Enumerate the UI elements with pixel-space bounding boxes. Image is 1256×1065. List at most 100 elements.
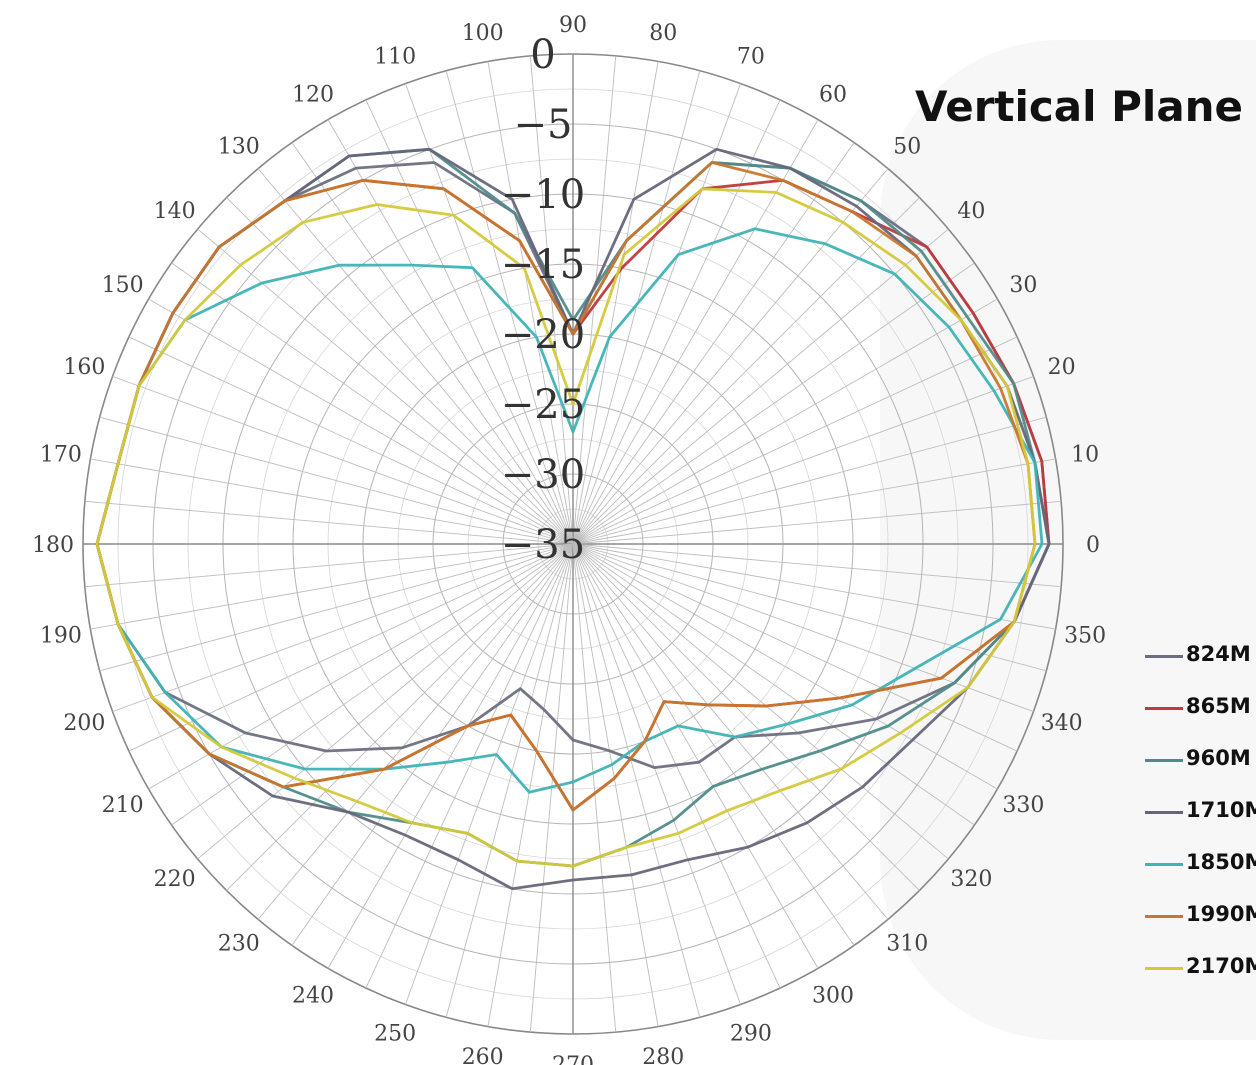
grid-spoke [572, 543, 949, 860]
grid-spoke [365, 543, 574, 989]
data-point [842, 221, 844, 223]
data-point [920, 250, 923, 253]
legend-label: 2170M [1186, 954, 1256, 978]
angle-tick-label: 20 [1048, 355, 1076, 380]
legend-swatch [1145, 707, 1183, 710]
data-point [960, 319, 962, 321]
data-point [518, 240, 521, 242]
grid-spoke [226, 543, 574, 891]
angle-tick-label: 330 [1002, 793, 1044, 818]
data-point [775, 191, 777, 193]
radial-tick-label: −30 [501, 452, 585, 498]
angle-tick-label: 230 [218, 931, 260, 956]
angle-tick-label: 310 [886, 931, 928, 956]
grid-spoke [572, 262, 975, 545]
grid-spoke [99, 416, 574, 545]
grid-spoke [257, 168, 574, 545]
data-point [726, 810, 728, 812]
grid-spoke [572, 543, 742, 1005]
angle-tick-label: 320 [950, 867, 992, 892]
data-point [272, 795, 274, 797]
data-point [172, 312, 174, 314]
grid-spoke [99, 543, 574, 672]
angle-tick-label: 120 [292, 83, 334, 108]
data-point [993, 390, 995, 392]
angle-tick-label: 30 [1009, 273, 1037, 298]
data-point [572, 739, 574, 741]
angle-tick-label: 340 [1041, 711, 1083, 736]
data-point [325, 750, 327, 752]
grid-spoke [572, 228, 949, 545]
data-point [887, 725, 889, 727]
data-point [1013, 621, 1015, 623]
legend-item: 960M [1140, 744, 1256, 796]
angle-tick-label: 50 [893, 135, 921, 160]
data-point [1027, 463, 1029, 465]
grid-spoke [327, 119, 574, 545]
data-point [523, 267, 525, 269]
data-point [208, 753, 210, 755]
data-point [926, 246, 928, 248]
data-point [293, 777, 295, 779]
data-point [572, 333, 574, 335]
data-point [633, 198, 635, 200]
grid-spoke [572, 543, 617, 1033]
data-point [467, 832, 469, 835]
data-point [467, 725, 469, 727]
grid-spoke [257, 543, 574, 920]
data-point [433, 161, 435, 164]
data-point [543, 708, 545, 711]
data-point [953, 682, 956, 684]
grid-spoke [327, 543, 574, 969]
legend-swatch [1145, 915, 1183, 918]
data-point [218, 246, 220, 248]
grid-spoke [572, 543, 1056, 630]
angle-tick-label: 280 [642, 1045, 684, 1065]
grid-spoke [572, 197, 920, 545]
data-point [861, 786, 864, 788]
data-point [999, 618, 1002, 620]
data-point [911, 739, 914, 741]
data-point [510, 714, 512, 716]
data-point [239, 264, 242, 266]
data-point [914, 667, 916, 670]
grid-spoke [572, 142, 855, 545]
grid-spoke [572, 55, 617, 545]
grid-spoke [572, 83, 742, 545]
data-point [348, 155, 350, 157]
angle-tick-label: 0 [1086, 533, 1100, 558]
data-point [376, 203, 378, 206]
data-point [355, 167, 357, 169]
angle-tick-label: 300 [812, 983, 854, 1008]
data-point [967, 687, 969, 689]
data-point [623, 253, 625, 256]
data-point [625, 240, 628, 242]
data-point [516, 860, 518, 862]
axis-labels: 0 10 20 30 40 50 60 70 80 90 100 110 120 130 140 150 160… [32, 13, 1106, 1065]
data-point [302, 221, 304, 223]
grid-spoke [572, 543, 1062, 588]
data-point [894, 273, 896, 275]
grid-spoke [572, 375, 1034, 545]
data-point [734, 736, 736, 738]
legend-label: 1990M [1186, 902, 1256, 926]
data-point [1013, 382, 1015, 385]
radial-tick-label: −35 [501, 522, 585, 568]
legend-label: 824M [1186, 642, 1251, 666]
data-point [117, 623, 119, 625]
data-point [716, 148, 718, 150]
data-point [184, 319, 186, 321]
data-point [1041, 460, 1043, 462]
grid-spoke [404, 83, 574, 545]
data-point [519, 688, 521, 690]
legend-label: 1710M [1186, 798, 1256, 822]
data-point [677, 725, 679, 727]
data-point [855, 205, 858, 207]
angle-tick-label: 110 [374, 44, 416, 69]
data-point [819, 750, 821, 752]
data-point [411, 822, 413, 824]
angle-tick-label: 260 [462, 1045, 504, 1065]
data-point [452, 214, 454, 216]
data-point [282, 786, 285, 788]
data-point [138, 385, 140, 387]
